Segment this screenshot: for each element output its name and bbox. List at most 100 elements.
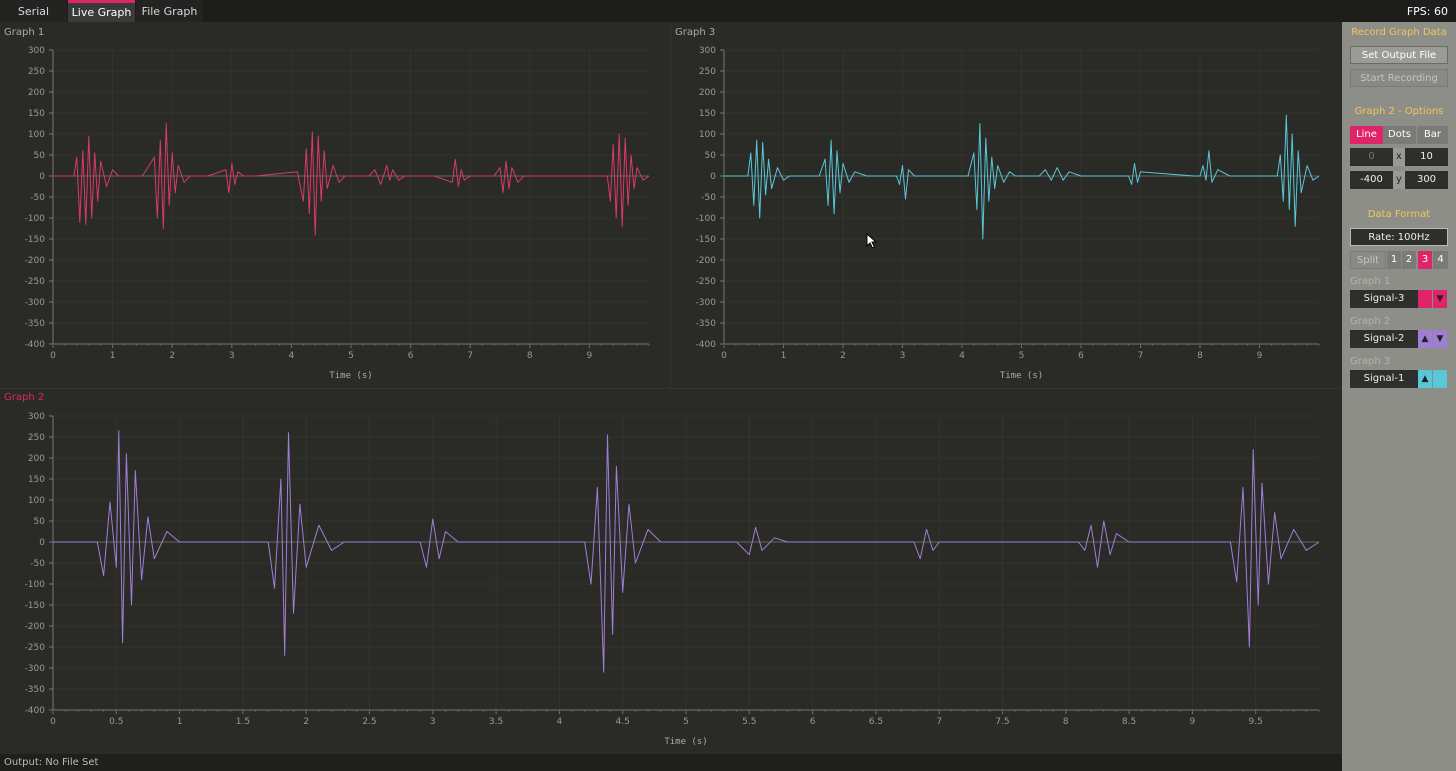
y-max-input[interactable]: 300 xyxy=(1405,171,1448,189)
y-tick-label: -50 xyxy=(30,193,45,203)
x-tick-label: 9 xyxy=(1257,351,1263,361)
y-tick-label: 100 xyxy=(28,130,45,140)
graph-3-assign-label: Graph 3 xyxy=(1350,356,1391,367)
y-tick-label: -400 xyxy=(25,340,46,350)
x-tick-label: 2 xyxy=(840,351,846,361)
y-min-input[interactable]: -400 xyxy=(1350,171,1393,189)
x-tick-label: 0 xyxy=(50,717,56,727)
graph-2-assign-label: Graph 2 xyxy=(1350,316,1391,327)
mode-bar-button[interactable]: Bar xyxy=(1417,126,1448,144)
tab-serial[interactable]: Serial xyxy=(0,0,67,22)
y-tick-label: 100 xyxy=(28,496,45,506)
y-tick-label: 150 xyxy=(699,109,716,119)
y-tick-label: -150 xyxy=(25,601,46,611)
x-tick-label: 1.5 xyxy=(236,717,250,727)
split-2-button[interactable]: 2 xyxy=(1402,251,1416,269)
panel-divider xyxy=(0,388,1342,389)
x-tick-label: 1 xyxy=(177,717,183,727)
y-tick-label: 100 xyxy=(699,130,716,140)
square-icon[interactable] xyxy=(1418,290,1432,308)
mouse-cursor-icon xyxy=(866,233,878,249)
x-min-input[interactable]: 0 xyxy=(1350,148,1393,166)
y-tick-label: -400 xyxy=(25,706,46,716)
y-tick-label: 200 xyxy=(699,88,716,98)
x-tick-label: 7 xyxy=(936,717,942,727)
panel-divider xyxy=(670,22,671,388)
split-4-button[interactable]: 4 xyxy=(1433,251,1448,269)
x-axis-title: Time (s) xyxy=(329,371,372,381)
x-axis-title: Time (s) xyxy=(664,737,707,747)
x-tick-label: 0 xyxy=(721,351,727,361)
top-tab-bar: Serial Live Graph File Graph FPS: 60 xyxy=(0,0,1456,22)
y-tick-label: 250 xyxy=(28,433,45,443)
x-tick-label: 4 xyxy=(289,351,295,361)
graph-2-title: Graph 2 xyxy=(4,392,45,403)
x-tick-label: 6.5 xyxy=(869,717,883,727)
graph-3-signal-select[interactable]: Signal-1 xyxy=(1350,370,1418,388)
tab-file-graph[interactable]: File Graph xyxy=(136,0,203,22)
y-tick-label: -400 xyxy=(696,340,717,350)
x-tick-label: 1 xyxy=(781,351,787,361)
down-arrow-icon[interactable]: ▼ xyxy=(1433,330,1447,348)
mode-line-button[interactable]: Line xyxy=(1350,126,1383,144)
graph-1-title: Graph 1 xyxy=(4,27,45,38)
x-tick-label: 9 xyxy=(587,351,593,361)
y-tick-label: -300 xyxy=(25,298,46,308)
x-tick-label: 8 xyxy=(1197,351,1203,361)
x-tick-label: 1 xyxy=(110,351,116,361)
y-tick-label: -250 xyxy=(696,277,717,287)
square-icon[interactable] xyxy=(1433,370,1447,388)
y-tick-label: -350 xyxy=(696,319,717,329)
x-tick-label: 4 xyxy=(959,351,965,361)
x-tick-label: 9 xyxy=(1190,717,1196,727)
down-arrow-icon[interactable]: ▼ xyxy=(1433,290,1447,308)
y-tick-label: -250 xyxy=(25,277,46,287)
y-tick-label: -300 xyxy=(25,664,46,674)
x-tick-label: 5 xyxy=(348,351,354,361)
options-heading: Graph 2 - Options xyxy=(1354,106,1444,117)
graph-2-signal-select[interactable]: Signal-2 xyxy=(1350,330,1418,348)
graph-1-signal-select[interactable]: Signal-3 xyxy=(1350,290,1418,308)
split-1-button[interactable]: 1 xyxy=(1387,251,1401,269)
y-tick-label: -150 xyxy=(696,235,717,245)
x-tick-label: 4 xyxy=(557,717,563,727)
rate-button[interactable]: Rate: 100Hz xyxy=(1350,228,1448,246)
y-tick-label: 200 xyxy=(28,88,45,98)
x-tick-label: 8 xyxy=(1063,717,1069,727)
y-tick-label: -100 xyxy=(25,214,46,224)
x-tick-label: 2 xyxy=(169,351,175,361)
y-tick-label: -50 xyxy=(701,193,716,203)
tab-live-graph[interactable]: Live Graph xyxy=(68,0,135,22)
mode-dots-button[interactable]: Dots xyxy=(1383,126,1416,144)
y-tick-label: 0 xyxy=(710,172,716,182)
x-max-input[interactable]: 10 xyxy=(1405,148,1448,166)
output-status: Output: No File Set xyxy=(0,754,1342,771)
y-tick-label: -100 xyxy=(25,580,46,590)
y-tick-label: 50 xyxy=(34,517,46,527)
split-label: Split xyxy=(1350,251,1386,269)
x-tick-label: 3.5 xyxy=(489,717,503,727)
x-axis-title: Time (s) xyxy=(1000,371,1043,381)
y-tick-label: 0 xyxy=(39,538,45,548)
start-recording-button[interactable]: Start Recording xyxy=(1350,69,1448,87)
y-tick-label: -350 xyxy=(25,319,46,329)
split-3-button[interactable]: 3 xyxy=(1418,251,1432,269)
y-axis-label: y xyxy=(1393,171,1405,189)
y-tick-label: -200 xyxy=(696,256,717,266)
up-arrow-icon[interactable]: ▲ xyxy=(1418,370,1432,388)
y-tick-label: 150 xyxy=(28,109,45,119)
set-output-file-button[interactable]: Set Output File xyxy=(1350,46,1448,64)
y-tick-label: 250 xyxy=(28,67,45,77)
y-tick-label: -150 xyxy=(25,235,46,245)
y-tick-label: -350 xyxy=(25,685,46,695)
x-tick-label: 5 xyxy=(683,717,689,727)
series-line xyxy=(53,123,650,236)
y-tick-label: -300 xyxy=(696,298,717,308)
up-arrow-icon[interactable]: ▲ xyxy=(1418,330,1432,348)
x-tick-label: 6 xyxy=(1078,351,1084,361)
y-tick-label: 0 xyxy=(39,172,45,182)
series-line xyxy=(53,430,1320,673)
